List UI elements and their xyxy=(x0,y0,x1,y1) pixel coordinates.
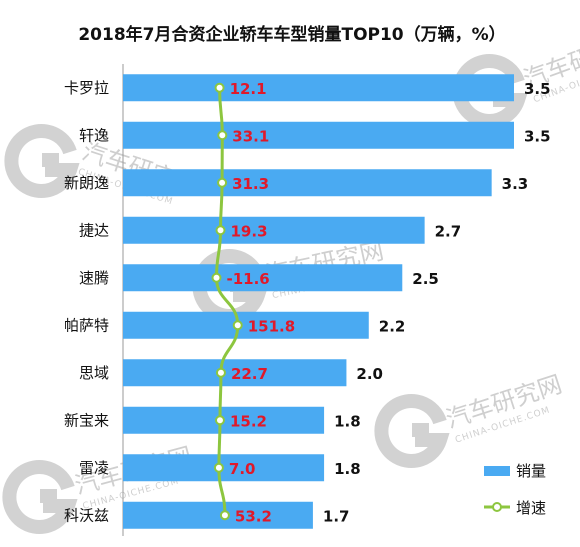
growth-marker-7 xyxy=(214,415,225,426)
bar-1 xyxy=(123,121,514,149)
bar-9 xyxy=(123,501,313,529)
category-label-1: 轩逸 xyxy=(79,126,109,144)
growth-marker-8 xyxy=(213,462,224,473)
growth-marker-6 xyxy=(215,367,226,378)
watermark-logo-0 xyxy=(4,124,80,198)
growth-value-label-9: 53.2 xyxy=(235,507,272,525)
growth-value-label-1: 33.1 xyxy=(232,127,269,145)
growth-value-label-4: -11.6 xyxy=(226,270,269,288)
sales-value-label-1: 3.5 xyxy=(524,127,551,145)
bar-0 xyxy=(123,74,514,102)
category-label-0: 卡罗拉 xyxy=(64,79,109,97)
sales-value-label-9: 1.7 xyxy=(323,507,350,525)
category-label-5: 帕萨特 xyxy=(64,316,109,334)
growth-marker-0 xyxy=(214,82,225,93)
sales-value-label-6: 2.0 xyxy=(356,365,383,383)
category-label-6: 思域 xyxy=(79,364,109,382)
bar-5 xyxy=(123,311,369,339)
growth-marker-1 xyxy=(217,130,228,141)
growth-line-series xyxy=(211,82,243,521)
bar-6 xyxy=(123,359,347,387)
sales-value-label-4: 2.5 xyxy=(412,270,439,288)
sales-value-label-0: 3.5 xyxy=(524,80,551,98)
watermark-logo-2 xyxy=(374,394,450,468)
legend-swatch-growth-marker xyxy=(492,502,502,512)
category-label-7: 新宝来 xyxy=(64,411,109,429)
sales-value-label-5: 2.2 xyxy=(379,317,406,335)
growth-value-label-6: 22.7 xyxy=(231,365,268,383)
sales-value-label-3: 2.7 xyxy=(435,222,462,240)
growth-marker-3 xyxy=(215,225,226,236)
growth-marker-9 xyxy=(219,510,230,521)
legend-label-sales: 销量 xyxy=(516,462,546,480)
growth-value-label-0: 12.1 xyxy=(230,80,267,98)
bar-3 xyxy=(123,216,425,244)
chart-title: 2018年7月合资企业轿车车型销量TOP10（万辆，%） xyxy=(78,24,505,45)
bar-4 xyxy=(123,264,403,292)
growth-marker-2 xyxy=(217,177,228,188)
growth-value-label-5: 151.8 xyxy=(248,317,295,335)
category-label-9: 科沃兹 xyxy=(64,506,109,524)
data-labels: 3.5 3.5 3.3 2.7 2.5 2.2 2.0 1.8 1.8 1.7 12.1 33.1 31… xyxy=(226,80,550,526)
growth-marker-4 xyxy=(211,272,222,283)
watermark-logo-3 xyxy=(2,460,78,534)
category-label-2: 新朗逸 xyxy=(64,174,109,192)
sales-value-label-2: 3.3 xyxy=(502,175,529,193)
legend: 销量 增速 xyxy=(484,462,546,517)
category-label-8: 雷凌 xyxy=(79,459,109,477)
sales-value-label-7: 1.8 xyxy=(334,412,361,430)
growth-value-label-3: 19.3 xyxy=(231,222,268,240)
growth-marker-5 xyxy=(232,320,243,331)
growth-value-label-2: 31.3 xyxy=(232,175,269,193)
legend-swatch-sales xyxy=(484,466,510,476)
watermark-logo-1 xyxy=(192,249,268,323)
category-label-3: 捷达 xyxy=(79,221,109,239)
bar-series xyxy=(123,74,514,529)
growth-value-label-7: 15.2 xyxy=(230,412,267,430)
growth-line xyxy=(214,87,240,516)
sales-value-label-8: 1.8 xyxy=(334,460,361,478)
growth-value-label-8: 7.0 xyxy=(229,460,256,478)
category-label-4: 速腾 xyxy=(79,269,109,287)
legend-label-growth: 增速 xyxy=(516,499,546,517)
bar-2 xyxy=(123,169,492,197)
